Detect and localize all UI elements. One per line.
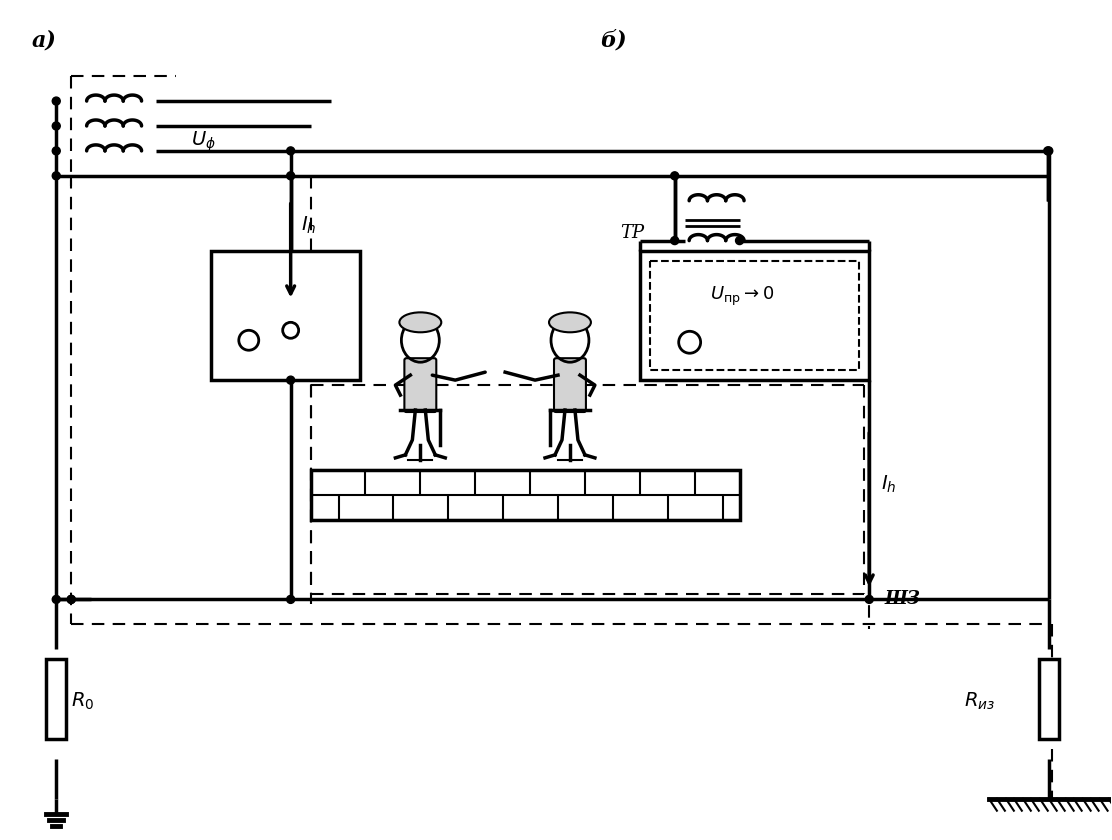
Circle shape (67, 596, 76, 603)
Circle shape (1044, 147, 1052, 155)
Bar (47, 659, 67, 739)
Circle shape (52, 596, 60, 603)
Circle shape (67, 596, 76, 603)
Circle shape (865, 596, 873, 603)
Text: $I_h$: $I_h$ (300, 215, 316, 236)
FancyBboxPatch shape (405, 358, 436, 412)
Bar (310, 470, 739, 520)
Bar (211, 250, 360, 381)
FancyBboxPatch shape (554, 358, 586, 412)
Text: б): б) (599, 29, 626, 51)
Bar (649, 260, 860, 370)
Circle shape (735, 237, 744, 244)
Text: ШЗ: ШЗ (884, 591, 920, 608)
Text: ТР: ТР (619, 223, 644, 242)
Circle shape (287, 172, 295, 180)
Circle shape (671, 172, 678, 180)
Circle shape (287, 376, 295, 384)
Circle shape (1045, 147, 1053, 155)
Ellipse shape (549, 312, 590, 333)
Circle shape (52, 172, 60, 180)
Circle shape (287, 596, 295, 603)
Text: $R_0$: $R_0$ (71, 691, 95, 712)
Bar (639, 250, 870, 381)
Circle shape (52, 147, 60, 155)
Text: $R_{из}$: $R_{из}$ (964, 691, 995, 712)
Text: $U_{\text{пр}} \rightarrow 0$: $U_{\text{пр}} \rightarrow 0$ (709, 286, 774, 308)
Circle shape (671, 237, 678, 244)
Bar (1039, 659, 1059, 739)
Text: $I_h$: $I_h$ (881, 474, 896, 495)
Text: а): а) (31, 29, 57, 51)
Circle shape (52, 122, 60, 130)
Circle shape (52, 97, 60, 105)
Circle shape (287, 147, 295, 155)
Ellipse shape (399, 312, 441, 333)
Text: $U_{\phi}$: $U_{\phi}$ (191, 129, 216, 155)
